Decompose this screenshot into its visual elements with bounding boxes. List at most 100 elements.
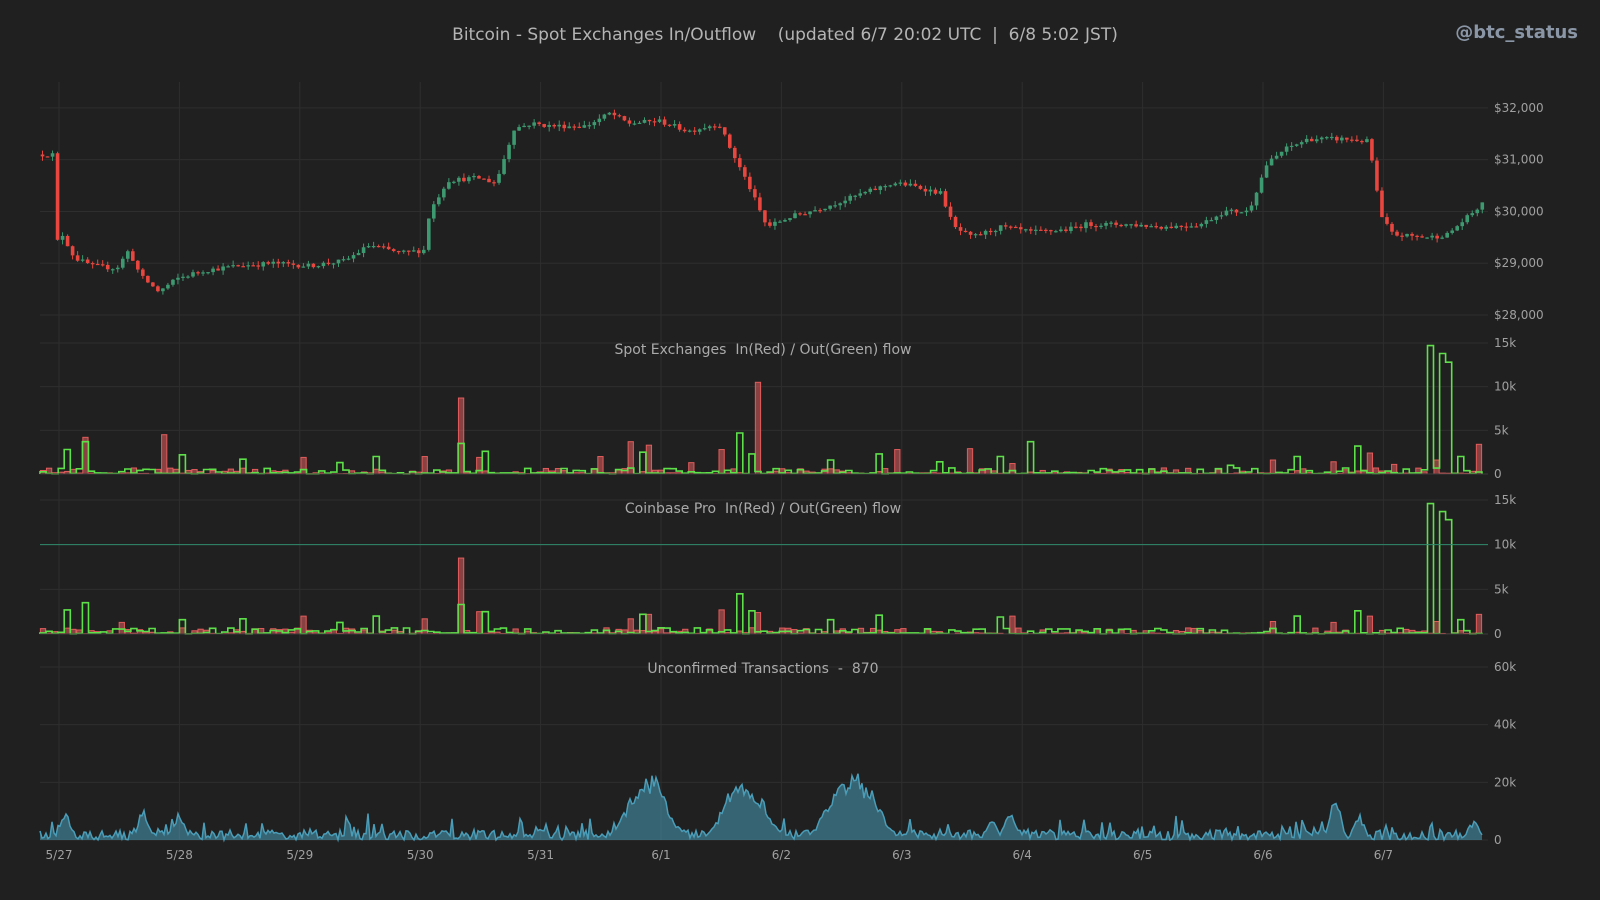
- candle-body: [532, 122, 536, 126]
- candle-body: [793, 213, 797, 219]
- inflow-bar: [1366, 452, 1374, 475]
- candle-body: [973, 234, 978, 236]
- candle-body: [1465, 215, 1470, 223]
- candle-body: [442, 188, 446, 198]
- candle-body: [1028, 229, 1033, 231]
- candle-body: [376, 245, 381, 248]
- candle-body: [286, 262, 291, 264]
- candle-body: [452, 181, 456, 183]
- candle-body: [256, 265, 261, 267]
- candle-body: [356, 253, 361, 256]
- candle-body: [1149, 226, 1153, 228]
- candle-body: [1279, 151, 1284, 156]
- candle-body: [963, 230, 968, 233]
- candle-body: [602, 114, 607, 119]
- candle-body: [191, 272, 195, 277]
- candle-body: [1214, 216, 1219, 221]
- candle-body: [406, 250, 411, 252]
- inflow-bar: [657, 628, 665, 635]
- y-tick-label: 60k: [1494, 660, 1516, 674]
- candle-body: [492, 182, 496, 184]
- candle-body: [953, 216, 958, 228]
- inflow-bar: [1475, 613, 1483, 635]
- candle-body: [201, 272, 205, 274]
- candle-body: [90, 263, 95, 265]
- inflow-bar: [645, 444, 653, 475]
- candle-body: [868, 188, 873, 192]
- candle-body: [120, 258, 125, 268]
- candle-body: [1365, 139, 1369, 143]
- candle-body: [773, 221, 777, 226]
- y-tick-label: $32,000: [1494, 101, 1544, 115]
- candle-body: [1430, 235, 1434, 238]
- candle-body: [1039, 229, 1043, 231]
- candle-body: [271, 261, 276, 264]
- x-tick-label: 6/2: [772, 848, 791, 862]
- candle-body: [1304, 138, 1309, 143]
- y-tick-label: 5k: [1494, 582, 1509, 596]
- candle-body: [1340, 137, 1344, 141]
- candle-body: [958, 227, 963, 231]
- candle-body: [753, 189, 757, 198]
- mempool-area: [40, 773, 1482, 840]
- candle-body: [527, 125, 531, 127]
- candle-body: [722, 127, 727, 135]
- candle-body: [542, 124, 546, 127]
- coinbase-flow-title: Coinbase Pro In(Red) / Out(Green) flow: [625, 501, 901, 517]
- candle-body: [577, 126, 582, 128]
- inflow-bar: [457, 397, 465, 475]
- candle-body: [281, 262, 286, 264]
- candle-body: [883, 186, 888, 188]
- inflow-bar: [1366, 615, 1374, 635]
- candle-body: [1450, 230, 1454, 233]
- candle-body: [236, 265, 240, 267]
- candle-body: [1415, 235, 1419, 237]
- candle-body: [346, 258, 351, 260]
- candle-body: [55, 153, 60, 240]
- candle-body: [1114, 222, 1118, 225]
- candle-body: [176, 277, 180, 280]
- candle-body: [853, 195, 858, 197]
- inflow-bar: [300, 456, 307, 475]
- candle-body: [115, 267, 120, 270]
- coinbase-flow-panel: Coinbase Pro In(Red) / Out(Green) flow: [39, 501, 1488, 635]
- candle-body: [592, 122, 597, 126]
- inflow-bar: [300, 615, 307, 635]
- candle-body: [913, 183, 918, 186]
- candle-body: [933, 189, 938, 194]
- candle-body: [908, 183, 913, 186]
- candle-body: [1094, 225, 1098, 228]
- candle-body: [632, 123, 637, 125]
- candle-body: [386, 246, 391, 250]
- candle-body: [1209, 220, 1214, 222]
- inflow-bar: [639, 630, 646, 635]
- candle-body: [1405, 233, 1409, 237]
- candle-body: [507, 144, 511, 160]
- inflow-bar: [391, 629, 398, 635]
- inflow-bar: [560, 470, 568, 475]
- candle-body: [1159, 226, 1164, 229]
- inflow-bar: [718, 609, 725, 635]
- candle-body: [858, 193, 863, 196]
- candle-body: [1164, 226, 1169, 229]
- candle-body: [1294, 144, 1299, 146]
- x-tick-label: 5/31: [527, 848, 554, 862]
- candle-body: [647, 119, 652, 122]
- candle-body: [557, 124, 562, 127]
- inflow-bar: [421, 456, 428, 475]
- candle-body: [878, 186, 883, 190]
- candle-body: [612, 112, 617, 116]
- candle-body: [1034, 229, 1038, 231]
- candle-body: [1179, 225, 1184, 227]
- candle-body: [45, 156, 50, 158]
- candle-body: [893, 183, 898, 186]
- candle-body: [1470, 213, 1475, 216]
- candle-body: [627, 120, 632, 124]
- candle-body: [1023, 229, 1028, 231]
- spot-flow-title: Spot Exchanges In(Red) / Out(Green) flow: [614, 342, 911, 358]
- y-tick-label: 15k: [1494, 336, 1516, 350]
- candle-body: [1239, 212, 1244, 214]
- candle-body: [125, 251, 130, 259]
- candle-body: [1139, 224, 1143, 227]
- candle-body: [918, 185, 923, 189]
